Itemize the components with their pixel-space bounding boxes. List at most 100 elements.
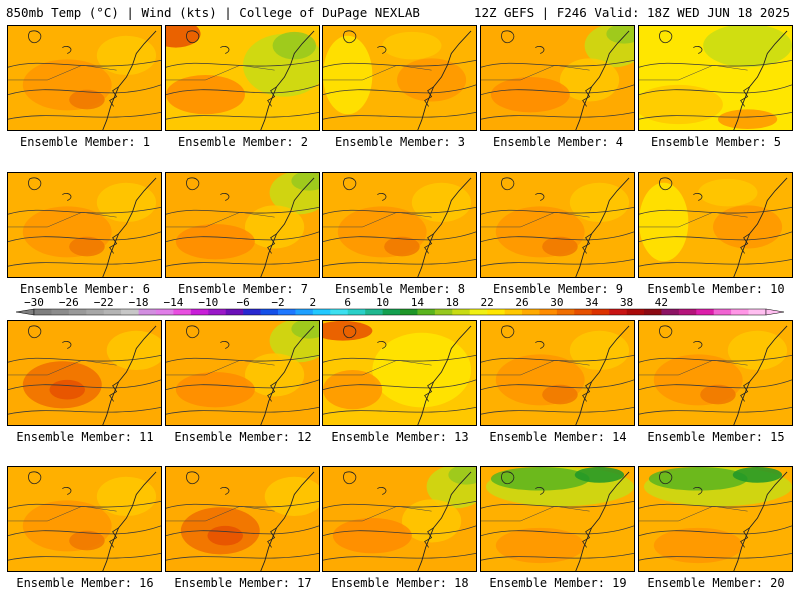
colorbar-swatch xyxy=(591,309,610,315)
colorbar-swatch xyxy=(156,309,174,315)
ensemble-member-label: Ensemble Member: 12 xyxy=(174,430,312,444)
colorbar-swatch xyxy=(51,309,70,315)
temperature-map xyxy=(481,173,634,277)
colorbar-swatch xyxy=(138,309,157,315)
ensemble-member-panel xyxy=(638,25,793,131)
ensemble-member-label: Ensemble Member: 1 xyxy=(19,135,151,149)
ensemble-member-label: Ensemble Member: 7 xyxy=(177,282,309,296)
ensemble-member-panel xyxy=(165,466,320,572)
ensemble-member-label: Ensemble Member: 10 xyxy=(647,282,785,296)
colorbar-swatch xyxy=(312,309,331,315)
colorbar-tick-label: −22 xyxy=(94,296,114,309)
temperature-map xyxy=(323,26,476,130)
colorbar-tick-label: 2 xyxy=(310,296,317,309)
ensemble-member-panel xyxy=(480,172,635,278)
ensemble-member-panel xyxy=(165,172,320,278)
colorbar-swatch xyxy=(173,309,192,315)
temperature-map xyxy=(639,321,792,425)
colorbar-swatch xyxy=(556,309,575,315)
colorbar-tick-label: 6 xyxy=(344,296,351,309)
colorbar-tick-label: 42 xyxy=(655,296,668,309)
colorbar-tick-label: 34 xyxy=(585,296,599,309)
colorbar-swatch xyxy=(609,309,627,315)
colorbar-swatch xyxy=(644,309,662,315)
colorbar-min-arrow xyxy=(15,308,35,316)
temperature-map xyxy=(639,173,792,277)
temperature-map xyxy=(639,467,792,571)
colorbar-tick-label: −30 xyxy=(24,296,44,309)
ensemble-member-panel xyxy=(7,172,162,278)
colorbar-tick-label: 30 xyxy=(550,296,563,309)
ensemble-member-panel xyxy=(480,320,635,426)
temperature-map xyxy=(639,26,792,130)
ensemble-member-panel xyxy=(638,466,793,572)
colorbar-swatch xyxy=(539,309,558,315)
ensemble-member-panel xyxy=(638,172,793,278)
colorbar-tick-label: 18 xyxy=(446,296,459,309)
colorbar-tick-label: 22 xyxy=(481,296,494,309)
ensemble-member-panel xyxy=(480,25,635,131)
colorbar-swatch xyxy=(678,309,697,315)
colorbar-max-arrow xyxy=(765,308,785,316)
temperature-map xyxy=(323,467,476,571)
colorbar-swatch xyxy=(626,309,645,315)
ensemble-member-panel xyxy=(7,320,162,426)
colorbar-scale: −30 −26 −22 −18 −14 −10 −6 −2 2 6 10 14 18 22 26 30 34 38… xyxy=(15,296,785,316)
colorbar-tick-label: −14 xyxy=(163,296,183,309)
colorbar-swatch xyxy=(121,309,139,315)
colorbar-swatch xyxy=(504,309,523,315)
ensemble-member-label: Ensemble Member: 16 xyxy=(16,576,154,590)
colorbar-swatch xyxy=(330,309,349,315)
ensemble-member-panel xyxy=(7,466,162,572)
ensemble-member-panel xyxy=(480,466,635,572)
colorbar-tick-label: 38 xyxy=(620,296,633,309)
colorbar-swatch xyxy=(365,309,383,315)
colorbar-swatch xyxy=(434,309,453,315)
colorbar-swatch xyxy=(661,309,680,315)
ensemble-member-panel xyxy=(322,320,477,426)
temperature-map xyxy=(323,321,476,425)
temperature-map xyxy=(8,467,161,571)
colorbar-swatch xyxy=(487,309,505,315)
ensemble-member-panel xyxy=(638,320,793,426)
colorbar-swatch xyxy=(696,309,715,315)
colorbar-swatch xyxy=(243,309,261,315)
colorbar-swatch xyxy=(190,309,209,315)
colorbar-swatch xyxy=(295,309,314,315)
ensemble-member-label: Ensemble Member: 13 xyxy=(331,430,469,444)
ensemble-member-label: Ensemble Member: 3 xyxy=(334,135,466,149)
ensemble-member-panel xyxy=(7,25,162,131)
colorbar-tick-label: −26 xyxy=(59,296,79,309)
map-title: 850mb Temp (°C) | Wind (kts) | College o… xyxy=(6,5,420,20)
colorbar-swatch xyxy=(260,309,279,315)
ensemble-member-panel xyxy=(322,25,477,131)
temperature-map xyxy=(166,26,319,130)
colorbar-swatch xyxy=(278,309,296,315)
ensemble-member-label: Ensemble Member: 15 xyxy=(647,430,785,444)
temperature-colorbar: −30 −26 −22 −18 −14 −10 −6 −2 2 6 10 14 18 22 26 30 34 38… xyxy=(0,296,800,320)
temperature-map xyxy=(481,26,634,130)
colorbar-swatch xyxy=(347,309,366,315)
colorbar-tick-label: 14 xyxy=(411,296,425,309)
temperature-map xyxy=(323,173,476,277)
colorbar-swatch xyxy=(731,309,749,315)
ensemble-member-label: Ensemble Member: 11 xyxy=(16,430,154,444)
colorbar-tick-label: −6 xyxy=(237,296,250,309)
temperature-map xyxy=(166,321,319,425)
ensemble-member-label: Ensemble Member: 17 xyxy=(174,576,312,590)
ensemble-member-label: Ensemble Member: 6 xyxy=(19,282,151,296)
model-valid-time: 12Z GEFS | F246 Valid: 18Z WED JUN 18 20… xyxy=(473,5,790,20)
colorbar-swatch xyxy=(225,309,244,315)
colorbar-swatch xyxy=(417,309,436,315)
colorbar-tick-label: −18 xyxy=(129,296,149,309)
ensemble-member-panel xyxy=(322,172,477,278)
ensemble-member-label: Ensemble Member: 4 xyxy=(492,135,624,149)
temperature-map xyxy=(8,26,161,130)
temperature-map xyxy=(8,173,161,277)
ensemble-member-label: Ensemble Member: 9 xyxy=(492,282,624,296)
colorbar-tick-label: −2 xyxy=(271,296,284,309)
colorbar-swatch xyxy=(469,309,488,315)
colorbar-swatch xyxy=(748,309,767,315)
ensemble-member-label: Ensemble Member: 20 xyxy=(647,576,785,590)
colorbar-tick-label: 26 xyxy=(515,296,528,309)
